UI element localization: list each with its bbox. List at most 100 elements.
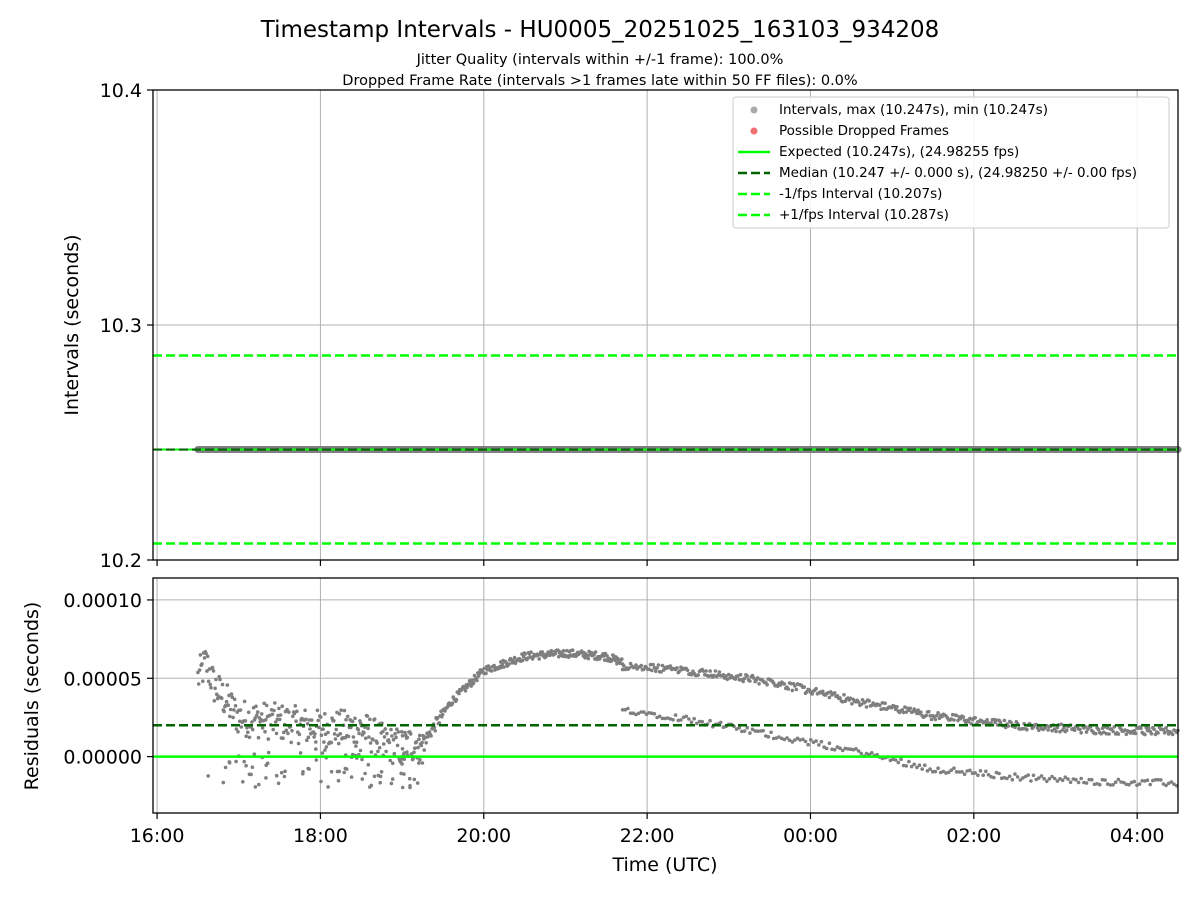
residual-point-989 (954, 770, 959, 774)
residual-point-57 (242, 699, 247, 704)
residual-point-179 (342, 708, 347, 713)
legend-item-dropped: Possible Dropped Frames (750, 123, 949, 139)
residual-point-352 (484, 671, 488, 676)
residual-point-1216 (1156, 731, 1160, 735)
residual-point-1161 (1107, 732, 1111, 736)
residual-point-250 (400, 734, 405, 738)
residual-point-563 (360, 757, 364, 762)
residual-point-139 (309, 718, 314, 722)
residual-point-91 (270, 712, 275, 717)
residual-point-755 (748, 731, 752, 735)
residual-point-653 (657, 714, 662, 719)
residual-point-800 (787, 738, 792, 742)
residual-point-957 (927, 709, 931, 714)
residual-point-344 (477, 671, 482, 676)
residual-point-63 (247, 735, 252, 740)
residual-point-1055 (1013, 772, 1017, 776)
residual-point-765 (757, 682, 761, 686)
residual-point-1 (196, 682, 201, 686)
residual-point-144 (314, 740, 318, 744)
residual-point-1128 (1078, 727, 1082, 732)
residual-point-1151 (1098, 782, 1102, 787)
residual-point-935 (907, 759, 911, 764)
residual-point-861 (842, 693, 846, 697)
residual-point-844 (827, 695, 832, 700)
residual-point-94 (273, 701, 277, 705)
residual-point-857 (838, 746, 842, 750)
residual-point-642 (648, 662, 653, 667)
residual-point-20 (212, 699, 217, 703)
chart-title: Timestamp Intervals - HU0005_20251025_16… (260, 17, 940, 43)
residual-point-709 (708, 669, 712, 673)
residual-point-273 (419, 743, 424, 748)
residual-point-583 (227, 761, 232, 765)
residual-point-1033 (994, 718, 999, 722)
residual-point-253 (403, 730, 407, 735)
residual-point-837 (821, 689, 825, 694)
legend-item-plus-fps: +1/fps Interval (10.287s) (738, 207, 949, 223)
residual-point-95 (273, 720, 278, 724)
residual-point-668 (671, 718, 675, 722)
residual-point-794 (782, 737, 787, 742)
residual-point-239 (391, 737, 396, 742)
residual-point-801 (789, 681, 793, 686)
residual-point-205 (363, 736, 368, 741)
residual-point-267 (414, 740, 419, 744)
residual-point-207 (365, 714, 370, 718)
residual-point-1019 (981, 773, 985, 777)
residual-point-945 (916, 708, 920, 712)
residual-point-741 (736, 674, 740, 678)
residual-point-1109 (1060, 778, 1065, 782)
residual-point-695 (695, 721, 699, 726)
residual-point-701 (700, 719, 704, 724)
residual-point-407 (529, 650, 533, 654)
residual-point-659 (663, 716, 667, 721)
residual-point-572 (234, 759, 238, 764)
residual-point-763 (756, 676, 760, 680)
residual-point-863 (843, 746, 848, 751)
residual-point-1130 (1079, 776, 1083, 781)
residual-point-256 (405, 735, 410, 740)
residual-point-484 (592, 653, 596, 657)
residual-point-833 (817, 743, 821, 747)
residual-point-62 (246, 710, 251, 715)
residual-point-72 (254, 713, 259, 718)
residual-point-40 (228, 707, 233, 712)
residual-point-43 (231, 715, 235, 720)
residual-point-686 (687, 717, 691, 721)
residual-point-151 (319, 733, 324, 737)
residual-point-988 (954, 713, 959, 718)
residual-point-948 (919, 710, 923, 714)
residual-point-595 (221, 780, 226, 785)
residual-point-606 (397, 757, 402, 762)
residual-point-216 (372, 717, 377, 721)
residual-point-635 (642, 710, 646, 714)
residual-point-776 (766, 735, 771, 739)
residual-point-968 (936, 766, 940, 770)
residual-point-1100 (1052, 776, 1057, 781)
residual-point-866 (846, 747, 850, 751)
residual-point-986 (952, 766, 956, 770)
residual-point-1190 (1132, 779, 1137, 784)
residual-point-1097 (1050, 774, 1054, 779)
residual-point-1068 (1025, 727, 1029, 732)
residual-point-959 (928, 767, 932, 771)
residual-point-1211 (1151, 778, 1155, 783)
residual-point-738 (733, 677, 738, 681)
residual-points (196, 648, 1180, 790)
residual-point-596 (378, 774, 383, 779)
residual-point-594 (257, 782, 261, 787)
residual-point-593 (399, 771, 403, 776)
residual-point-29 (219, 696, 224, 700)
residual-point-8 (202, 656, 207, 660)
top-lines (153, 354, 1182, 545)
residual-point-851 (832, 747, 837, 752)
residual-point-953 (923, 763, 927, 767)
residual-point-1070 (1026, 773, 1030, 777)
residual-point-32 (222, 709, 226, 714)
residual-point-576 (264, 763, 269, 767)
residual-point-11 (205, 669, 209, 673)
residual-point-1115 (1066, 777, 1070, 781)
residual-point-209 (367, 735, 371, 739)
residual-point-570 (420, 761, 425, 765)
